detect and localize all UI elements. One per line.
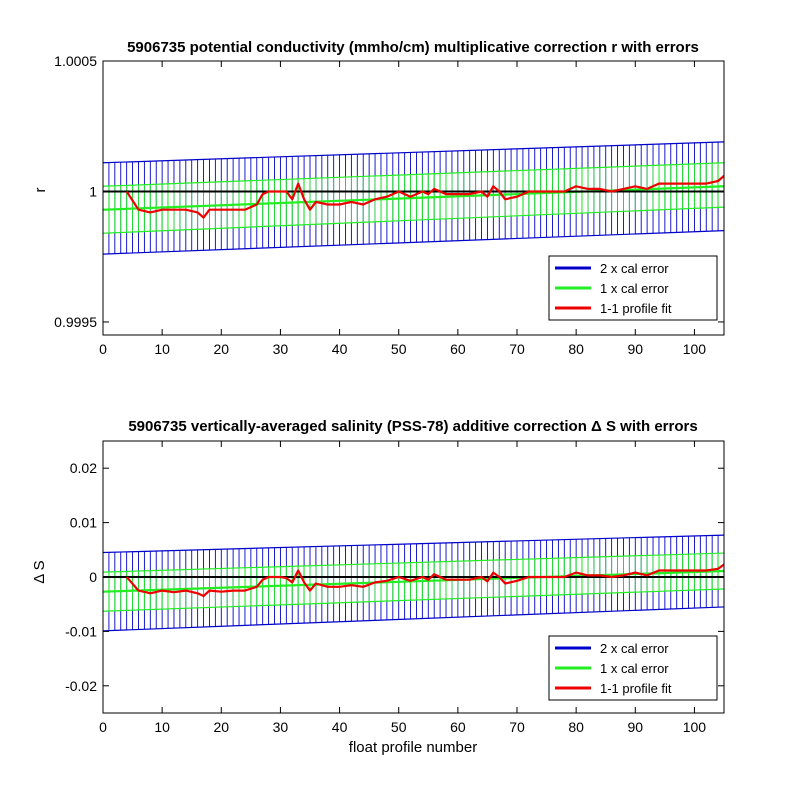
profile-fit-line bbox=[125, 563, 725, 598]
y-tick-label: -0.02 bbox=[65, 678, 97, 694]
y-tick-label: 1.0005 bbox=[54, 53, 97, 69]
y-tick-label: -0.01 bbox=[65, 623, 97, 639]
x-tick-label: 20 bbox=[213, 341, 229, 357]
x-tick-label: 60 bbox=[450, 341, 466, 357]
plot-area: 0 10 20 30 40 50 60 70 80 90 100 -0.02 -0.01 0 0.01 0.0… bbox=[65, 440, 725, 735]
legend-label: 2 x cal error bbox=[600, 641, 669, 656]
legend: 2 x cal error 1 x cal error 1-1 profile fi… bbox=[548, 255, 718, 321]
x-tick-label: 10 bbox=[154, 341, 170, 357]
x-tick-label: 70 bbox=[509, 341, 525, 357]
legend-label: 2 x cal error bbox=[600, 261, 669, 276]
y-tick-label: 0.02 bbox=[70, 460, 97, 476]
x-tick-label: 0 bbox=[99, 719, 107, 735]
one-x-cal-error-lower bbox=[102, 206, 725, 234]
y-tick-label: 0.01 bbox=[70, 515, 97, 531]
plot-area: 0 10 20 30 40 50 60 70 80 90 100 0.9995 1 1.0005 2 x c… bbox=[54, 53, 725, 357]
x-tick-label: 50 bbox=[391, 719, 407, 735]
profile-fit-line bbox=[125, 174, 725, 219]
legend-label: 1-1 profile fit bbox=[600, 681, 672, 696]
x-tick-label: 80 bbox=[568, 341, 584, 357]
two-x-cal-error-lower bbox=[102, 606, 725, 632]
x-tick-label: 40 bbox=[332, 719, 348, 735]
one-x-cal-error-upper bbox=[102, 162, 725, 187]
y-tick-label: 0 bbox=[89, 569, 97, 585]
two-x-cal-error-upper bbox=[102, 141, 725, 164]
chart-title: 5906735 potential conductivity (mmho/cm)… bbox=[127, 39, 699, 56]
x-tick-label: 60 bbox=[450, 719, 466, 735]
one-x-cal-error-upper bbox=[102, 552, 725, 573]
x-tick-label: 30 bbox=[273, 341, 289, 357]
x-tick-label: 100 bbox=[683, 719, 707, 735]
axes-box bbox=[102, 60, 725, 336]
x-tick-label: 90 bbox=[627, 719, 643, 735]
one-x-cal-error-center bbox=[102, 569, 725, 593]
panel-top: 5906735 potential conductivity (mmho/cm)… bbox=[32, 39, 725, 357]
x-tick-label: 20 bbox=[213, 719, 229, 735]
x-tick-label: 0 bbox=[99, 341, 107, 357]
y-tick-label: 1 bbox=[89, 183, 97, 199]
legend-label: 1-1 profile fit bbox=[600, 301, 672, 316]
legend-label: 1 x cal error bbox=[600, 661, 669, 676]
y-axis-label: r bbox=[32, 188, 49, 193]
two-x-cal-error-lower bbox=[102, 230, 725, 255]
y-axis-label: Δ S bbox=[31, 560, 48, 583]
x-tick-label: 90 bbox=[627, 341, 643, 357]
y-tick-label: 0.9995 bbox=[54, 314, 97, 330]
one-x-cal-error-lower bbox=[102, 588, 725, 612]
chart-title: 5906735 vertically-averaged salinity (PS… bbox=[128, 418, 697, 435]
two-x-cal-error-upper bbox=[102, 534, 725, 554]
x-tick-label: 30 bbox=[273, 719, 289, 735]
x-tick-label: 80 bbox=[568, 719, 584, 735]
panel-bottom: 5906735 vertically-averaged salinity (PS… bbox=[31, 418, 725, 756]
x-tick-label: 100 bbox=[683, 341, 707, 357]
legend-label: 1 x cal error bbox=[600, 281, 669, 296]
legend: 2 x cal error 1 x cal error 1-1 profile fi… bbox=[548, 635, 718, 701]
x-tick-label: 10 bbox=[154, 719, 170, 735]
x-tick-label: 50 bbox=[391, 341, 407, 357]
x-tick-label: 70 bbox=[509, 719, 525, 735]
x-axis-label: float profile number bbox=[349, 739, 477, 756]
x-tick-label: 40 bbox=[332, 341, 348, 357]
